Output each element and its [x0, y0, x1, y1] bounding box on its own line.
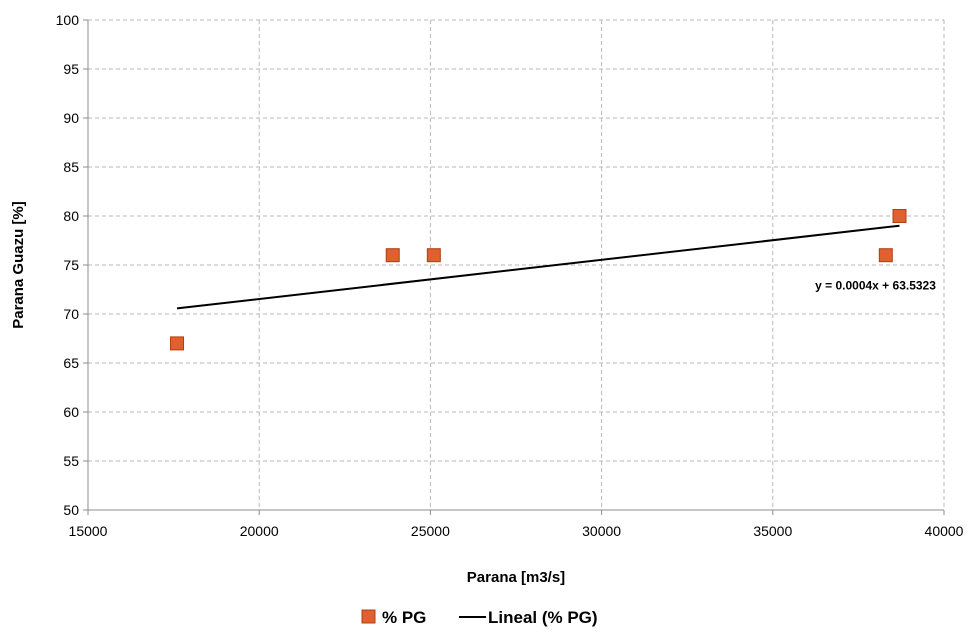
legend-label-trendline: Lineal (% PG) — [488, 608, 598, 627]
data-point — [170, 336, 185, 351]
y-axis-title: Parana Guazu [%] — [10, 201, 27, 329]
y-tick-label: 50 — [63, 502, 79, 518]
data-point — [878, 248, 893, 263]
x-tick-label: 25000 — [411, 523, 450, 539]
data-point — [892, 209, 907, 223]
data-point — [426, 248, 441, 263]
y-tick-label: 75 — [63, 257, 79, 273]
x-tick-label: 20000 — [240, 523, 279, 539]
y-tick-label: 70 — [63, 306, 79, 322]
trendline-equation: y = 0.0004x + 63.5323 — [815, 279, 936, 293]
y-tick-label: 65 — [63, 355, 79, 371]
y-tick-label: 60 — [63, 404, 79, 420]
legend-label-series: % PG — [382, 608, 426, 627]
x-tick-label: 40000 — [925, 523, 964, 539]
data-point — [385, 248, 400, 263]
trendline — [176, 224, 900, 310]
x-tick-label: 30000 — [582, 523, 621, 539]
y-tick-label: 90 — [63, 110, 79, 126]
x-axis-title: Parana [m3/s] — [467, 569, 565, 586]
x-tick-label: 15000 — [69, 523, 108, 539]
y-tick-label: 95 — [63, 61, 79, 77]
y-tick-label: 80 — [63, 208, 79, 224]
x-tick-label: 35000 — [753, 523, 792, 539]
legend-marker-square — [361, 609, 376, 624]
y-tick-label: 85 — [63, 159, 79, 175]
y-tick-label: 100 — [56, 12, 80, 28]
y-tick-label: 55 — [63, 453, 79, 469]
